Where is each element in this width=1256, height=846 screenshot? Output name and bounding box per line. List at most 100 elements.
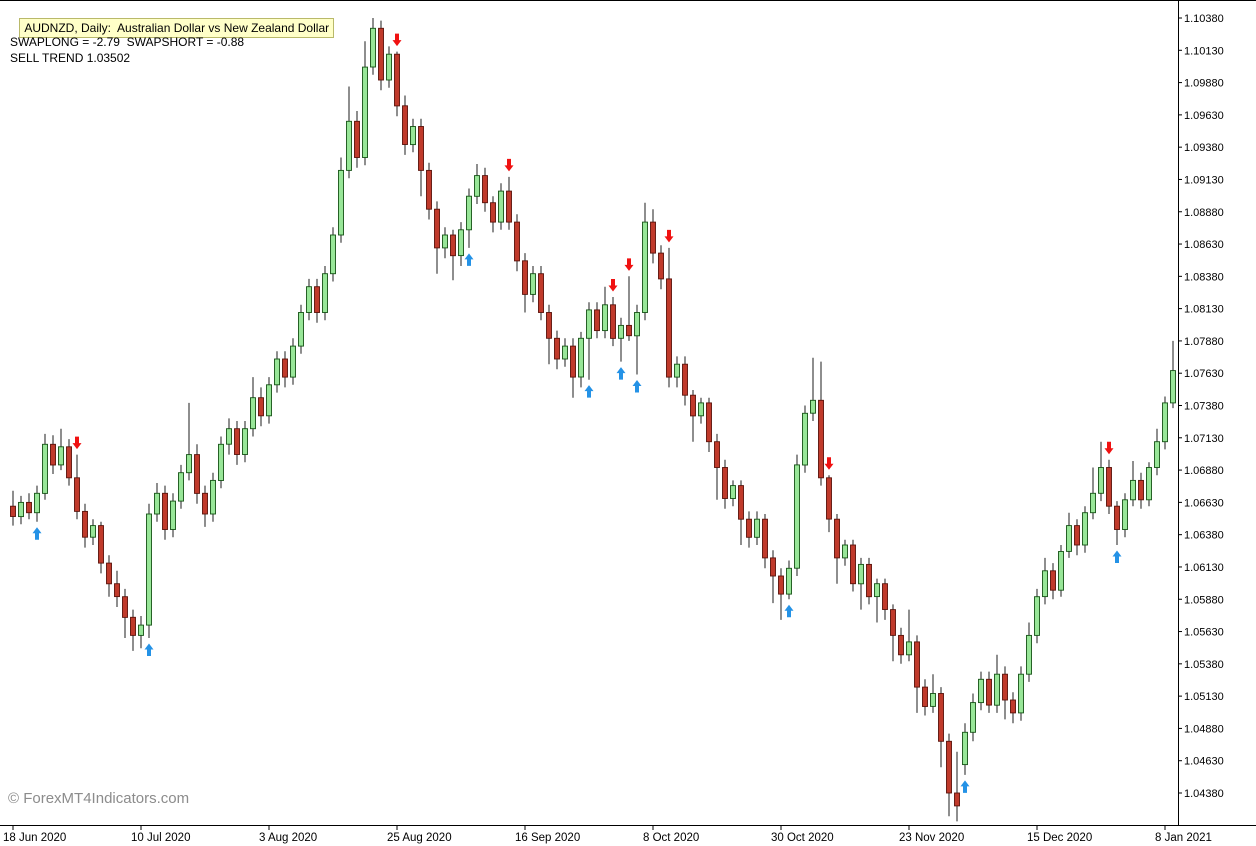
sell-arrow-icon[interactable] (608, 279, 618, 292)
bear-candle[interactable] (10, 505, 16, 517)
bear-candle[interactable] (98, 525, 104, 564)
bull-candle[interactable] (90, 525, 96, 538)
bull-candle[interactable] (218, 443, 224, 481)
sell-arrow-icon[interactable] (504, 158, 514, 172)
bear-candle[interactable] (826, 477, 832, 520)
bull-candle[interactable] (210, 479, 216, 515)
bull-candle[interactable] (634, 312, 640, 337)
bull-candle[interactable] (42, 443, 48, 494)
bull-candle[interactable] (858, 563, 864, 585)
bull-candle[interactable] (34, 492, 40, 514)
bull-candle[interactable] (154, 492, 160, 515)
time-axis-label[interactable]: 16 Sep 2020 (515, 832, 580, 844)
bear-candle[interactable] (922, 686, 928, 707)
bull-candle[interactable] (906, 641, 912, 656)
bear-candle[interactable] (610, 304, 616, 339)
bear-candle[interactable] (834, 518, 840, 559)
time-axis-label[interactable]: 23 Nov 2020 (899, 832, 964, 844)
price-axis-label[interactable]: 1.09630 (1184, 110, 1224, 122)
bull-candle[interactable] (802, 412, 808, 466)
bull-candle[interactable] (458, 229, 464, 257)
bear-candle[interactable] (418, 126, 424, 171)
bull-candle[interactable] (1066, 525, 1072, 552)
buy-arrow-icon[interactable] (632, 380, 642, 393)
time-axis-label[interactable]: 10 Jul 2020 (131, 832, 190, 844)
bull-candle[interactable] (386, 53, 392, 81)
bear-candle[interactable] (722, 467, 728, 499)
bull-candle[interactable] (466, 195, 472, 231)
bear-candle[interactable] (594, 309, 600, 332)
bear-candle[interactable] (194, 454, 200, 494)
bull-candle[interactable] (362, 66, 368, 158)
bull-candle[interactable] (1146, 467, 1152, 501)
bull-candle[interactable] (1154, 441, 1160, 468)
bear-candle[interactable] (354, 120, 360, 158)
bull-candle[interactable] (842, 544, 848, 559)
bull-candle[interactable] (530, 273, 536, 295)
bull-candle[interactable] (330, 234, 336, 275)
bear-candle[interactable] (818, 399, 824, 479)
bull-candle[interactable] (338, 169, 344, 236)
bear-candle[interactable] (770, 557, 776, 577)
bull-candle[interactable] (1018, 673, 1024, 714)
bear-candle[interactable] (50, 443, 56, 466)
bear-candle[interactable] (938, 693, 944, 742)
bull-candle[interactable] (1042, 570, 1048, 598)
bear-candle[interactable] (66, 446, 72, 479)
bear-candle[interactable] (314, 286, 320, 313)
bear-candle[interactable] (26, 501, 32, 514)
bear-candle[interactable] (690, 394, 696, 417)
bear-candle[interactable] (522, 260, 528, 295)
bull-candle[interactable] (18, 501, 24, 518)
price-axis-label[interactable]: 1.08880 (1184, 207, 1224, 219)
bull-candle[interactable] (1090, 492, 1096, 514)
bull-candle[interactable] (226, 428, 232, 445)
bear-candle[interactable] (106, 562, 112, 585)
bear-candle[interactable] (682, 363, 688, 396)
bear-candle[interactable] (746, 518, 752, 538)
price-axis-label[interactable]: 1.06880 (1184, 465, 1224, 477)
bear-candle[interactable] (74, 477, 80, 512)
bear-candle[interactable] (954, 792, 960, 807)
bear-candle[interactable] (490, 202, 496, 223)
bull-candle[interactable] (250, 397, 256, 430)
sell-arrow-icon[interactable] (1104, 441, 1114, 455)
time-axis-label[interactable]: 3 Aug 2020 (259, 832, 317, 844)
price-axis-label[interactable]: 1.06630 (1184, 497, 1224, 509)
price-axis-label[interactable]: 1.04880 (1184, 723, 1224, 735)
bull-candle[interactable] (674, 363, 680, 378)
bull-candle[interactable] (1098, 467, 1104, 494)
bear-candle[interactable] (426, 169, 432, 210)
bear-candle[interactable] (554, 337, 560, 360)
bull-candle[interactable] (698, 402, 704, 417)
price-axis-label[interactable]: 1.07130 (1184, 433, 1224, 445)
bull-candle[interactable] (786, 567, 792, 595)
bull-candle[interactable] (970, 702, 976, 733)
bear-candle[interactable] (402, 105, 408, 145)
bull-candle[interactable] (178, 472, 184, 502)
price-axis-label[interactable]: 1.08380 (1184, 271, 1224, 283)
bull-candle[interactable] (730, 485, 736, 499)
price-axis-label[interactable]: 1.08130 (1184, 304, 1224, 316)
bear-candle[interactable] (890, 609, 896, 636)
bull-candle[interactable] (562, 345, 568, 360)
bull-candle[interactable] (322, 273, 328, 313)
time-axis-label[interactable]: 15 Dec 2020 (1027, 832, 1092, 844)
bear-candle[interactable] (234, 428, 240, 455)
bear-candle[interactable] (506, 190, 512, 223)
price-axis-label[interactable]: 1.04630 (1184, 756, 1224, 768)
bull-candle[interactable] (1082, 512, 1088, 546)
bear-candle[interactable] (778, 575, 784, 595)
bear-candle[interactable] (514, 221, 520, 262)
bear-candle[interactable] (130, 616, 136, 636)
bear-candle[interactable] (1002, 673, 1008, 701)
bull-candle[interactable] (274, 358, 280, 386)
bear-candle[interactable] (650, 221, 656, 254)
bull-candle[interactable] (1162, 402, 1168, 443)
price-axis-label[interactable]: 1.09880 (1184, 78, 1224, 90)
bear-candle[interactable] (450, 234, 456, 257)
price-axis-label[interactable]: 1.09380 (1184, 142, 1224, 154)
price-axis-label[interactable]: 1.05130 (1184, 691, 1224, 703)
bull-candle[interactable] (498, 190, 504, 223)
